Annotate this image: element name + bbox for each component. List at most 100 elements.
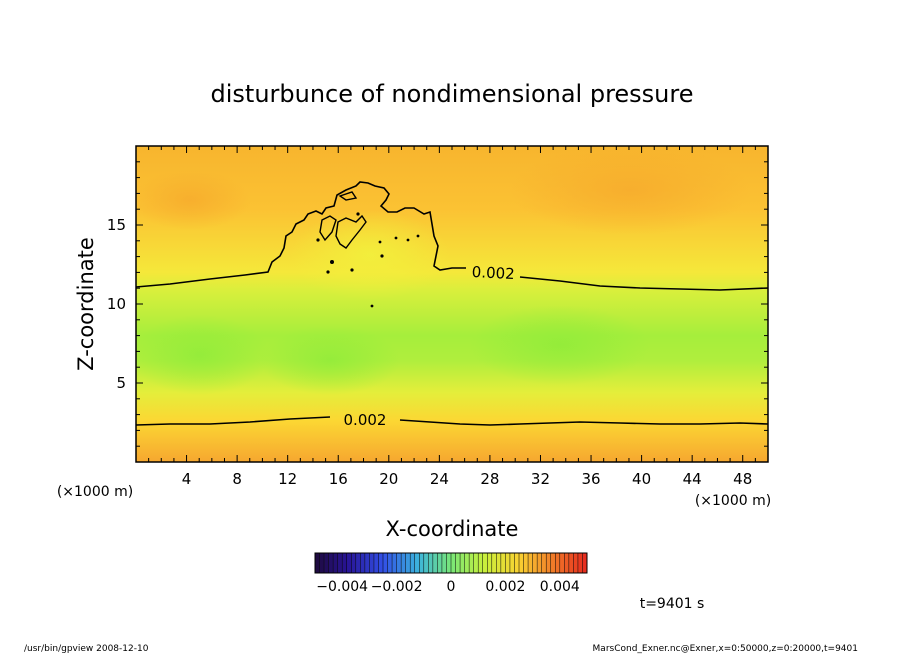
colorbar-swatch xyxy=(351,553,356,573)
colorbar-swatch xyxy=(496,553,501,573)
colorbar-swatch xyxy=(378,553,383,573)
plume-dot xyxy=(316,238,320,242)
contour-line-upper-inner xyxy=(319,191,367,249)
colorbar-swatch xyxy=(559,553,565,573)
colorbar-swatch xyxy=(546,553,551,573)
colorbar-swatch xyxy=(315,553,320,573)
contour-line-upper xyxy=(136,181,768,291)
colorbar-swatch xyxy=(582,553,587,573)
colorbar-swatch xyxy=(392,553,397,573)
colorbar-swatch xyxy=(355,553,361,573)
y-tick-label: 15 xyxy=(107,216,126,234)
colorbar-swatch xyxy=(455,553,461,573)
colorbar-swatch xyxy=(432,553,438,573)
x-tick-label: 28 xyxy=(480,470,499,488)
colorbar-swatch xyxy=(441,553,447,573)
colorbar-swatch xyxy=(405,553,411,573)
colorbar-swatch xyxy=(491,553,497,573)
colorbar-swatch xyxy=(469,553,474,573)
colorbar-swatch xyxy=(514,553,519,573)
y-tick-label: 10 xyxy=(107,295,126,313)
field-blob xyxy=(510,146,750,235)
plume-dot xyxy=(326,270,330,274)
colorbar-swatch xyxy=(419,553,424,573)
colorbar-swatch xyxy=(364,553,370,573)
plume-dot xyxy=(330,260,334,264)
colorbar-swatch xyxy=(383,553,388,573)
plume-dot xyxy=(370,304,374,308)
colorbar-swatch xyxy=(410,553,415,573)
contour-label-lower: 0.002 xyxy=(344,411,387,429)
colorbar-swatch xyxy=(482,553,488,573)
colorbar-swatch xyxy=(451,553,456,573)
colorbar-swatch xyxy=(519,553,524,573)
plot-area xyxy=(136,146,768,462)
plume-dots xyxy=(316,212,420,308)
colorbar-swatch xyxy=(319,553,325,573)
plume-dot xyxy=(350,268,354,272)
colorbar-tick-label: −0.002 xyxy=(371,579,423,595)
colorbar-swatch xyxy=(537,553,542,573)
x-axis-label: X-coordinate xyxy=(386,517,519,541)
field-blob xyxy=(136,170,250,230)
colorbar-swatch xyxy=(500,553,506,573)
x-tick-label: 48 xyxy=(733,470,752,488)
colorbar-swatch xyxy=(509,553,515,573)
field-blob xyxy=(470,305,650,385)
colorbar-swatch xyxy=(387,553,393,573)
x-tick-label: 4 xyxy=(182,470,192,488)
colorbar-swatch xyxy=(333,553,338,573)
colorbar-tick-labels: −0.004 −0.002 0 0.002 0.004 xyxy=(316,579,580,595)
contour-label-upper: 0.002 xyxy=(471,263,515,283)
colorbar-swatch xyxy=(337,553,343,573)
colorbar-swatch xyxy=(555,553,560,573)
colorbar-swatch xyxy=(324,553,329,573)
colorbar-swatch xyxy=(478,553,483,573)
colorbar-swatch xyxy=(568,553,574,573)
chart-title: disturbunce of nondimensional pressure xyxy=(211,80,694,108)
plume-dot xyxy=(406,238,410,242)
colorbar-swatch xyxy=(437,553,442,573)
x-tick-label: 12 xyxy=(278,470,297,488)
x-tick-label: 24 xyxy=(430,470,449,488)
footer-right: MarsCond_Exner.nc@Exner,x=0:50000,z=0:20… xyxy=(593,644,858,654)
time-label: t=9401 s xyxy=(640,596,705,612)
field-blob xyxy=(290,210,450,300)
colorbar-swatch xyxy=(423,553,429,573)
colorbar-swatch xyxy=(505,553,510,573)
colorbar-swatch xyxy=(328,553,334,573)
colorbar-tick-label: 0 xyxy=(447,579,456,595)
x-tick-label: 16 xyxy=(329,470,348,488)
x-tick-label: 44 xyxy=(683,470,702,488)
colorbar-swatch xyxy=(460,553,465,573)
colorbar-swatch xyxy=(464,553,470,573)
x-axis-ticks: 4 8 12 16 20 24 28 32 36 40 44 48 xyxy=(148,146,756,488)
colorbar-tick-label: 0.002 xyxy=(485,579,525,595)
field-blob xyxy=(260,325,400,395)
colorbar-swatch xyxy=(360,553,365,573)
y-axis-ticks: 5 10 15 xyxy=(107,161,768,447)
colorbar-swatch xyxy=(396,553,402,573)
colorbar-swatch xyxy=(550,553,556,573)
colorbar-tick-label: −0.004 xyxy=(316,579,368,595)
colorbar-swatch xyxy=(428,553,433,573)
x-unit-left: (×1000 m) xyxy=(57,484,133,500)
colorbar-swatch xyxy=(373,553,379,573)
plume-dot xyxy=(394,236,398,240)
colorbar-swatch xyxy=(473,553,479,573)
colorbar-swatch xyxy=(369,553,374,573)
footer-left: /usr/bin/gpview 2008-12-10 xyxy=(24,644,149,654)
colorbar-swatch xyxy=(541,553,547,573)
colorbar-swatch xyxy=(414,553,420,573)
x-tick-label: 8 xyxy=(232,470,242,488)
contour-line-lower xyxy=(136,416,768,426)
plume-dot xyxy=(356,212,360,216)
x-unit-right: (×1000 m) xyxy=(695,493,771,509)
colorbar-swatch xyxy=(528,553,533,573)
x-tick-label: 40 xyxy=(632,470,651,488)
x-tick-label: 20 xyxy=(379,470,398,488)
colorbar-tick-label: 0.004 xyxy=(540,579,580,595)
plume-dot xyxy=(380,254,384,258)
colorbar-swatch xyxy=(564,553,569,573)
